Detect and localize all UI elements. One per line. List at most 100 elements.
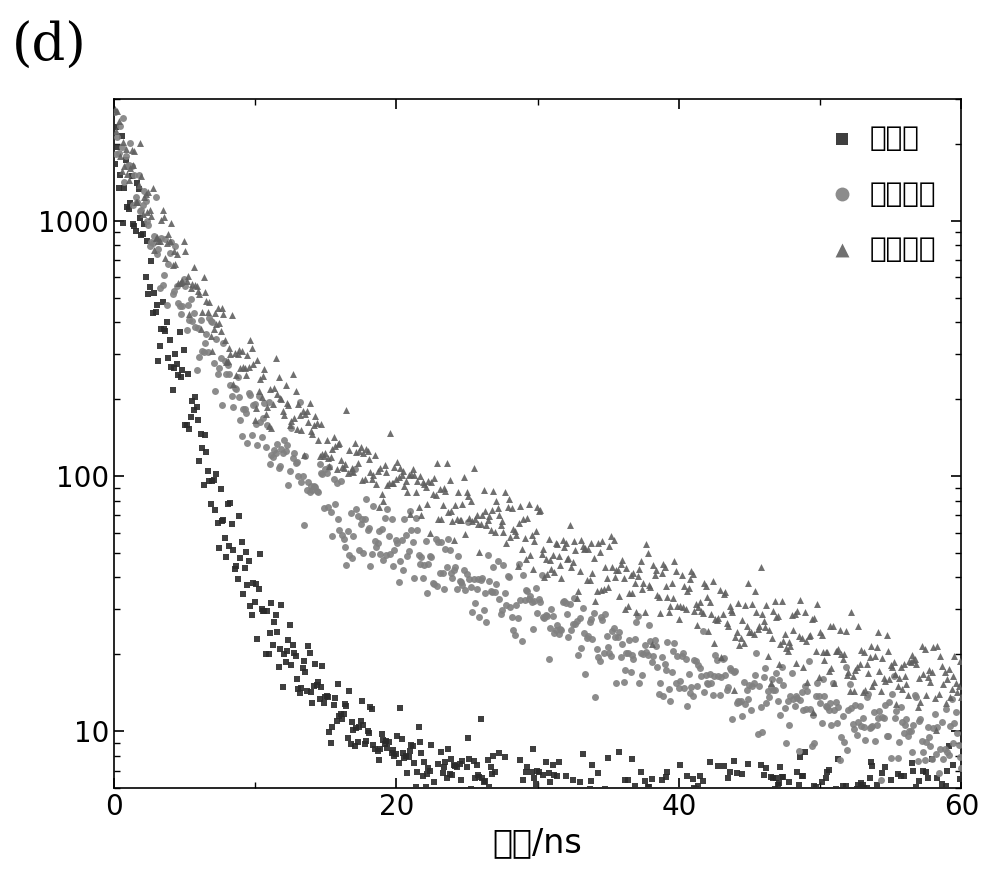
- 乙酸乙酯: [454, 578, 470, 592]
- 乙酸乙酯: [203, 313, 219, 327]
- 异丙醇: [512, 752, 528, 766]
- 乙酸乙酯: [206, 356, 222, 370]
- 异丙醇: [194, 441, 210, 455]
- 乙酸丁酯: [690, 599, 706, 613]
- 异丙醇: [321, 725, 337, 739]
- 乙酸丁酯: [508, 527, 524, 541]
- 异丙醇: [329, 715, 345, 729]
- 乙酸丁酯: [377, 458, 393, 472]
- 异丙醇: [310, 675, 326, 689]
- 乙酸乙酯: [924, 752, 940, 766]
- 乙酸乙酯: [915, 745, 931, 759]
- 乙酸乙酯: [630, 609, 646, 623]
- 异丙醇: [478, 784, 494, 798]
- 异丙醇: [880, 822, 896, 836]
- 乙酸乙酯: [894, 715, 910, 729]
- 异丙醇: [912, 788, 928, 803]
- 乙酸乙酯: [584, 632, 600, 646]
- 乙酸乙酯: [618, 646, 634, 660]
- 乙酸乙酯: [601, 647, 617, 661]
- 异丙醇: [331, 708, 347, 722]
- 乙酸丁酯: [193, 322, 209, 336]
- 异丙醇: [905, 764, 921, 778]
- 乙酸乙酯: [304, 482, 320, 496]
- 乙酸乙酯: [180, 297, 196, 312]
- 乙酸丁酯: [748, 605, 764, 620]
- 乙酸丁酯: [952, 654, 968, 668]
- 乙酸乙酯: [460, 515, 476, 529]
- 乙酸丁酯: [413, 508, 429, 522]
- 异丙醇: [252, 546, 268, 561]
- 异丙醇: [213, 481, 229, 495]
- 乙酸乙酯: [337, 540, 353, 554]
- 乙酸乙酯: [459, 567, 475, 581]
- 异丙醇: [801, 795, 817, 809]
- 乙酸丁酯: [886, 655, 902, 669]
- Text: (d): (d): [12, 20, 87, 71]
- 乙酸乙酯: [839, 743, 855, 757]
- 异丙醇: [917, 786, 933, 800]
- 异丙醇: [705, 810, 721, 825]
- 乙酸乙酯: [519, 584, 535, 598]
- 乙酸丁酯: [654, 566, 670, 580]
- 乙酸丁酯: [894, 682, 910, 696]
- 乙酸丁酯: [676, 579, 692, 593]
- 乙酸乙酯: [897, 718, 913, 732]
- 乙酸乙酯: [362, 559, 378, 573]
- 异丙醇: [944, 786, 960, 800]
- 异丙醇: [613, 824, 629, 838]
- 异丙醇: [484, 767, 500, 781]
- 异丙醇: [183, 410, 199, 424]
- 乙酸丁酯: [365, 467, 381, 481]
- 异丙醇: [430, 757, 446, 771]
- 乙酸乙酯: [647, 633, 663, 647]
- 乙酸丁酯: [350, 456, 366, 470]
- 异丙醇: [259, 604, 275, 618]
- 乙酸乙酯: [658, 664, 674, 678]
- 乙酸丁酯: [830, 642, 846, 656]
- 异丙醇: [866, 788, 882, 802]
- 异丙醇: [665, 796, 681, 810]
- 乙酸乙酯: [119, 159, 135, 173]
- 乙酸乙酯: [928, 747, 944, 761]
- 异丙醇: [184, 394, 200, 408]
- 异丙醇: [481, 780, 497, 794]
- 乙酸乙酯: [685, 689, 701, 703]
- 乙酸丁酯: [915, 667, 931, 681]
- 异丙醇: [808, 780, 824, 794]
- 乙酸丁酯: [111, 114, 127, 128]
- 异丙醇: [852, 813, 868, 827]
- 异丙醇: [337, 697, 353, 711]
- 异丙醇: [374, 728, 390, 742]
- 乙酸丁酯: [238, 368, 254, 382]
- 乙酸乙酯: [484, 585, 500, 599]
- 乙酸乙酯: [770, 694, 786, 708]
- 乙酸乙酯: [466, 572, 482, 586]
- 异丙醇: [625, 806, 641, 820]
- 乙酸丁酯: [951, 679, 967, 693]
- 异丙醇: [814, 775, 830, 789]
- 异丙醇: [230, 572, 246, 586]
- 乙酸乙酯: [159, 298, 175, 312]
- 乙酸乙酯: [211, 361, 227, 375]
- 乙酸乙酯: [649, 660, 665, 674]
- 乙酸丁酯: [713, 649, 729, 664]
- 异丙醇: [782, 839, 798, 853]
- 异丙醇: [444, 768, 460, 782]
- 乙酸丁酯: [225, 377, 241, 391]
- 乙酸乙酯: [672, 674, 688, 688]
- 乙酸乙酯: [751, 679, 767, 693]
- 乙酸乙酯: [348, 502, 364, 517]
- 乙酸丁酯: [121, 172, 137, 187]
- 异丙醇: [679, 769, 695, 783]
- 异丙醇: [268, 607, 284, 621]
- 异丙醇: [511, 810, 527, 825]
- 乙酸乙酯: [883, 751, 899, 765]
- 乙酸乙酯: [261, 394, 277, 408]
- 异丙醇: [553, 788, 569, 802]
- 乙酸乙酯: [109, 129, 125, 143]
- 异丙醇: [678, 788, 694, 803]
- 乙酸丁酯: [181, 307, 197, 321]
- 乙酸乙酯: [131, 168, 147, 182]
- 异丙醇: [206, 473, 222, 487]
